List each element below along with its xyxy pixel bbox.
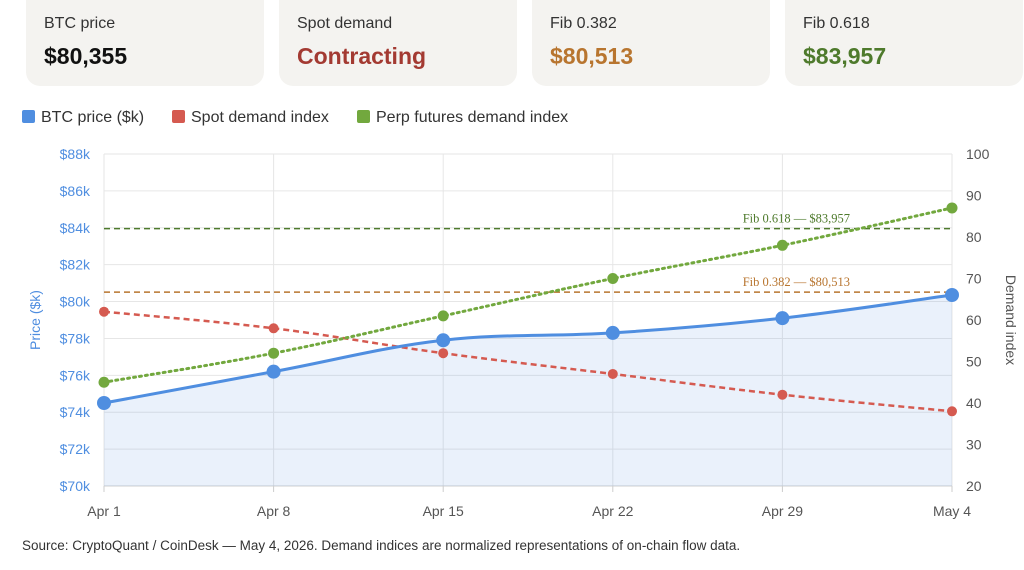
- btc-price-line: [103, 293, 953, 405]
- card-fib-618: Fib 0.618 $83,957: [785, 0, 1023, 86]
- y-left-tick-label: $84k: [60, 220, 91, 236]
- y-right-tick-label: 60: [966, 312, 982, 328]
- y-right-tick-label: 100: [966, 146, 990, 162]
- legend-item-btc-price[interactable]: BTC price ($k): [22, 107, 144, 129]
- legend-label: Perp futures demand index: [376, 109, 569, 126]
- perp-demand-point: [437, 310, 449, 322]
- y-left-tick-label: $82k: [60, 257, 91, 273]
- line-chart: $70k $72k $74k $76k $78k $80k $82k $84k $86k $88k…: [27, 146, 1019, 519]
- stat-cards: BTC price $80,355 Spot demand Contractin…: [26, 0, 1024, 86]
- card-value: $80,355: [44, 43, 128, 69]
- legend-item-perp-demand[interactable]: Perp futures demand index: [357, 107, 568, 129]
- btc-price-point: [266, 364, 281, 379]
- btc-price-point: [775, 311, 790, 326]
- fib-reference-label: Fib 0.382 — $80,513: [743, 275, 850, 289]
- y-right-tick-label: 80: [966, 229, 982, 245]
- y-left-tick-label: $74k: [60, 404, 91, 420]
- card-btc-price: BTC price $80,355: [26, 0, 264, 86]
- y-left-tick-label: $70k: [60, 478, 91, 494]
- perp-demand-point: [268, 347, 280, 359]
- legend-swatch: [22, 110, 35, 123]
- x-tick-label: Apr 8: [257, 503, 291, 519]
- y-left-tick-label: $76k: [60, 367, 91, 383]
- card-value: Contracting: [297, 43, 427, 69]
- btc-price-point: [97, 396, 111, 410]
- y-left-tick-label: $86k: [60, 183, 91, 199]
- btc-price-point: [945, 288, 959, 303]
- y-right-axis-title: Demand index: [1003, 275, 1019, 365]
- btc-price-point: [436, 333, 451, 348]
- perp-demand-line: [102, 206, 954, 384]
- x-tick-label: Apr 29: [762, 503, 803, 519]
- perp-demand-point: [946, 202, 958, 214]
- y-right-tick-label: 20: [966, 478, 982, 494]
- spot-demand-point: [99, 306, 109, 317]
- card-value: $80,513: [550, 43, 634, 69]
- perp-demand-point: [607, 273, 619, 284]
- y-left-tick-label: $88k: [60, 146, 91, 162]
- btc-price-point: [605, 325, 620, 340]
- perp-demand-point: [776, 239, 788, 251]
- y-left-axis-title: Price ($k): [27, 290, 43, 350]
- spot-demand-point: [607, 368, 618, 379]
- y-left-tick-label: $78k: [60, 330, 91, 346]
- card-value: $83,957: [803, 43, 887, 69]
- card-fib-382: Fib 0.382 $80,513: [532, 0, 770, 86]
- y-left-tick-label: $80k: [60, 294, 91, 310]
- perp-demand-point: [98, 376, 110, 388]
- legend-item-spot-demand[interactable]: Spot demand index: [172, 107, 329, 129]
- legend-swatch: [172, 110, 185, 123]
- y-right-tick-label: 70: [966, 271, 982, 287]
- spot-demand-point: [947, 406, 957, 417]
- card-label: BTC price: [44, 15, 116, 32]
- legend-label: Spot demand index: [191, 109, 329, 126]
- spot-demand-point: [777, 389, 788, 400]
- y-right-tick-label: 50: [966, 354, 982, 370]
- legend-label: BTC price ($k): [41, 109, 145, 126]
- card-label: Fib 0.382: [550, 15, 617, 32]
- x-tick-label: May 4: [933, 503, 971, 519]
- x-tick-label: Apr 22: [592, 503, 633, 519]
- x-tick-label: Apr 1: [87, 503, 121, 519]
- btc-price-area: [104, 295, 952, 486]
- spot-demand-point: [268, 323, 279, 334]
- card-label: Fib 0.618: [803, 15, 870, 32]
- fib-reference-label: Fib 0.618 — $83,957: [743, 212, 850, 226]
- legend-swatch: [357, 110, 370, 123]
- card-label: Spot demand: [297, 15, 393, 32]
- y-right-tick-label: 40: [966, 395, 982, 411]
- card-spot-demand: Spot demand Contracting: [279, 0, 517, 86]
- y-right-tick-label: 90: [966, 188, 982, 204]
- x-tick-label: Apr 15: [423, 503, 464, 519]
- source-note: Source: CryptoQuant / CoinDesk — May 4, …: [22, 538, 741, 553]
- spot-demand-point: [438, 348, 449, 359]
- y-right-tick-label: 30: [966, 437, 982, 453]
- y-left-tick-label: $72k: [60, 441, 91, 457]
